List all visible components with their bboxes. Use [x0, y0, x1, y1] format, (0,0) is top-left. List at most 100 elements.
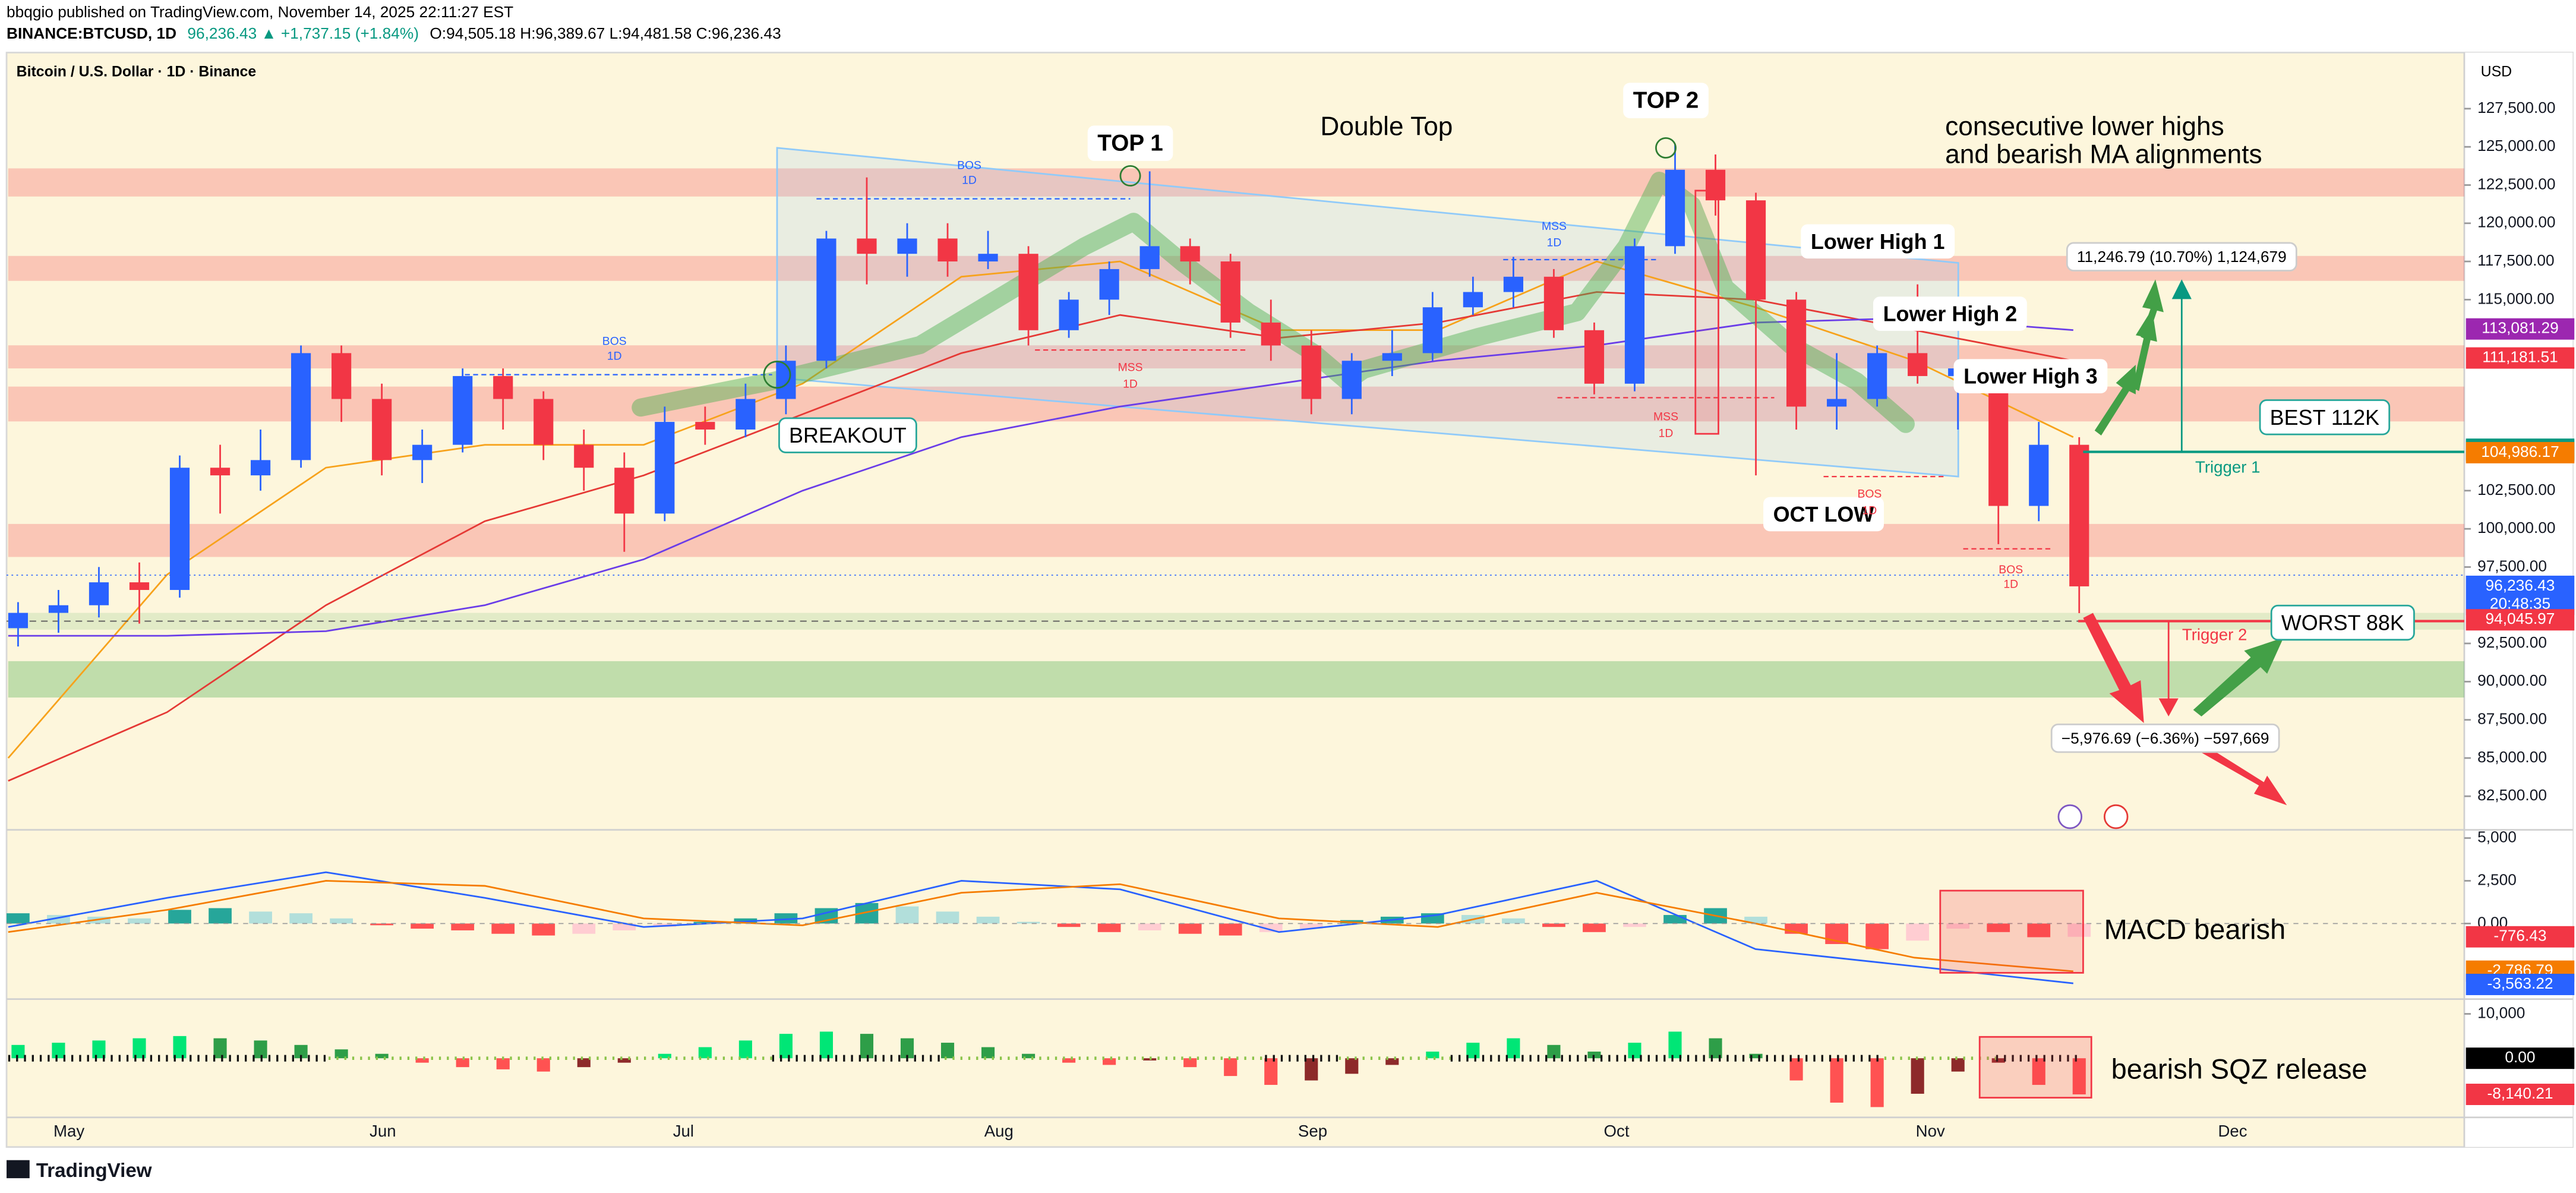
macd-bar	[1865, 923, 1889, 949]
macd-line	[8, 871, 2073, 984]
annotation-box	[2259, 399, 2391, 435]
price-label-box	[2465, 1047, 2575, 1069]
zone	[8, 661, 2464, 698]
squeeze-bar	[11, 1044, 25, 1059]
macd-bar	[249, 911, 272, 924]
squeeze-bar	[1062, 1058, 1076, 1063]
symbol: BINANCE:BTCUSD, 1D	[7, 24, 176, 42]
candle-body	[1463, 292, 1483, 308]
bearish-arrows	[2083, 613, 2287, 806]
footer-brand: TradingView	[36, 1160, 152, 1182]
macd-bar	[1744, 916, 1767, 924]
candle-body	[332, 353, 352, 399]
squeeze-bar	[1305, 1058, 1318, 1081]
annotation: Trigger 1	[2195, 458, 2261, 476]
candle-body	[533, 399, 554, 445]
publisher-line: bbqgio published on TradingView.com, Nov…	[7, 3, 513, 21]
macd-bar	[1946, 923, 1970, 929]
squeeze-bar	[940, 1043, 955, 1059]
annotation: 1D	[1123, 377, 1138, 390]
change: 96,236.43 ▲ +1,737.15 (+1.84%)	[187, 24, 419, 42]
macd-bar	[976, 916, 1000, 924]
macd-bar	[613, 923, 636, 930]
breakout-marker	[763, 361, 791, 389]
macd-bar	[289, 913, 312, 924]
squeeze-bar	[1224, 1058, 1238, 1077]
y-tick-label: 117,500.00	[2477, 251, 2555, 269]
annotation: Lower High 1	[1811, 229, 1945, 254]
squeeze-bar	[1668, 1031, 1682, 1059]
annotation: 1D	[1659, 427, 1674, 440]
annotation-box	[2050, 723, 2280, 753]
squeeze-bar	[375, 1053, 389, 1059]
squeeze-bar	[900, 1038, 914, 1059]
squeeze-bar	[1183, 1058, 1197, 1068]
arrow	[2193, 637, 2284, 717]
squeeze-bar	[698, 1047, 712, 1059]
x-tick-label: Sep	[1298, 1122, 1327, 1140]
squeeze-bar	[1385, 1058, 1399, 1065]
candle-body	[655, 422, 675, 514]
squeeze-bar	[1870, 1058, 1884, 1107]
price-label-box	[2465, 318, 2575, 340]
macd-bar	[693, 921, 717, 924]
squeeze-bar	[738, 1040, 752, 1059]
squeeze-bar	[2032, 1058, 2045, 1085]
annotation: 1D	[962, 173, 977, 187]
macd-bar	[330, 918, 353, 924]
macd-bar	[1583, 923, 1606, 932]
y-tick-label: 10,000	[2477, 1003, 2525, 1021]
annotation: 11,246.79 (10.70%) 1,124,679	[2077, 248, 2287, 266]
moving-average	[8, 291, 2074, 782]
squeeze-bar	[1911, 1058, 1924, 1094]
price-label-box	[2465, 1084, 2575, 1105]
macd-bar	[1057, 923, 1081, 927]
candle-body	[1827, 399, 1847, 407]
squeeze-bar	[213, 1038, 227, 1059]
macd-bar	[1178, 923, 1202, 934]
candle-body	[978, 254, 998, 262]
x-tick-label: Jun	[370, 1122, 396, 1140]
macd-line	[8, 880, 2073, 973]
y-tick-label: 97,500.00	[2477, 557, 2547, 575]
macd-bar	[370, 923, 394, 926]
candle-body	[816, 238, 836, 361]
candle-body	[1220, 261, 1240, 323]
arrow-head	[2158, 698, 2179, 717]
squeeze-bar	[173, 1036, 187, 1059]
arrow	[2132, 308, 2157, 392]
candle-body	[210, 468, 231, 476]
annotation-box	[1087, 125, 1173, 161]
y-tick-label: 82,500.00	[2477, 786, 2547, 804]
y-tick-label: 5,000	[2477, 828, 2517, 845]
price-label: 0.00	[2505, 1048, 2535, 1066]
candle-body	[1261, 322, 1281, 346]
macd-bar	[936, 911, 959, 924]
ohlc: O:94,505.18 H:96,389.67 L:94,481.58 C:96…	[430, 24, 781, 42]
candle-body	[89, 582, 109, 605]
annotation: Double Top	[1320, 112, 1453, 141]
macd-bar	[1663, 915, 1687, 924]
arrow-head	[2171, 279, 2192, 299]
candle-body	[493, 375, 513, 399]
candle-body	[1139, 246, 1160, 269]
annotation: Lower High 2	[1883, 302, 2018, 326]
annotation-box	[2066, 242, 2297, 272]
macd-bar	[1138, 923, 1161, 930]
candle-body	[8, 613, 29, 629]
price-label-box	[2465, 347, 2575, 369]
annotation: BOS	[1999, 563, 2023, 576]
annotation: BREAKOUT	[789, 423, 907, 447]
macd-bar	[451, 923, 475, 930]
macd-bar	[774, 913, 798, 924]
price-label-box	[2465, 973, 2575, 995]
candle-body	[857, 238, 877, 254]
squeeze-bar	[254, 1040, 267, 1059]
squeeze-bar	[1264, 1058, 1278, 1085]
candle-body	[1705, 169, 1726, 201]
squeeze-bar	[1466, 1043, 1480, 1059]
arrow	[2201, 746, 2287, 806]
price-label: -3,563.22	[2487, 974, 2553, 992]
x-tick-label: Jul	[673, 1122, 694, 1140]
